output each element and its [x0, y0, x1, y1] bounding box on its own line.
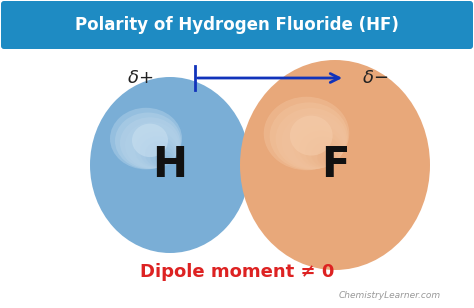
- Ellipse shape: [311, 142, 340, 167]
- Ellipse shape: [132, 124, 168, 157]
- Ellipse shape: [293, 125, 343, 168]
- Ellipse shape: [290, 116, 333, 156]
- Ellipse shape: [150, 146, 174, 166]
- Text: $\delta$+: $\delta$+: [127, 69, 153, 87]
- Text: ChemistryLearner.com: ChemistryLearner.com: [339, 290, 441, 299]
- Ellipse shape: [140, 136, 176, 167]
- Ellipse shape: [145, 141, 175, 167]
- Ellipse shape: [282, 114, 346, 169]
- Ellipse shape: [135, 132, 177, 168]
- Ellipse shape: [160, 156, 172, 166]
- FancyBboxPatch shape: [1, 1, 473, 49]
- Ellipse shape: [115, 112, 181, 169]
- Text: F: F: [321, 144, 349, 186]
- Ellipse shape: [305, 136, 341, 167]
- Ellipse shape: [165, 160, 171, 165]
- Text: Polarity of Hydrogen Fluoride (HF): Polarity of Hydrogen Fluoride (HF): [75, 16, 399, 34]
- Ellipse shape: [288, 120, 345, 168]
- Text: H: H: [153, 144, 188, 186]
- Ellipse shape: [317, 148, 338, 166]
- Ellipse shape: [275, 108, 347, 169]
- Ellipse shape: [264, 97, 349, 170]
- Ellipse shape: [323, 154, 337, 166]
- Ellipse shape: [155, 151, 173, 166]
- Ellipse shape: [270, 103, 348, 170]
- Ellipse shape: [110, 108, 182, 169]
- Ellipse shape: [329, 159, 336, 165]
- Text: $\delta$$-$: $\delta$$-$: [362, 69, 388, 87]
- Ellipse shape: [300, 131, 342, 168]
- Ellipse shape: [125, 122, 179, 168]
- Ellipse shape: [120, 117, 180, 169]
- Ellipse shape: [130, 127, 178, 168]
- Text: Dipole moment ≠ 0: Dipole moment ≠ 0: [140, 263, 334, 281]
- Ellipse shape: [90, 77, 250, 253]
- Ellipse shape: [240, 60, 430, 270]
